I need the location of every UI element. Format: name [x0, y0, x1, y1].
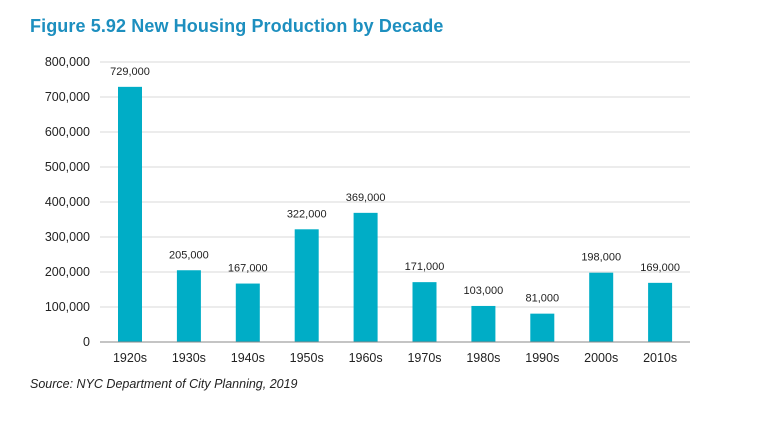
x-tick-label-1920s: 1920s — [113, 351, 147, 365]
x-tick-label-2000s: 2000s — [584, 351, 618, 365]
bar-2000s — [589, 272, 614, 342]
bars — [118, 86, 673, 342]
x-tick-label-2010s: 2010s — [643, 351, 677, 365]
x-tick-label-1940s: 1940s — [231, 351, 265, 365]
data-label-1940s: 167,000 — [228, 263, 268, 275]
data-label-2000s: 198,000 — [581, 252, 621, 264]
x-tick-label-1930s: 1930s — [172, 351, 206, 365]
chart-title: Figure 5.92 New Housing Production by De… — [30, 16, 444, 36]
y-tick-label: 0 — [83, 335, 90, 349]
data-label-1920s: 729,000 — [110, 66, 150, 78]
data-label-1990s: 81,000 — [525, 293, 559, 305]
x-tick-label-1990s: 1990s — [525, 351, 559, 365]
bar-1980s — [471, 305, 496, 342]
x-axis-tick-labels: 1920s 1930s 1940s 1950s 1960s 1970s 1980s 1990s… — [113, 351, 677, 365]
y-tick-label: 300,000 — [45, 230, 90, 244]
data-label-2010s: 169,000 — [640, 262, 680, 274]
y-tick-label: 500,000 — [45, 160, 90, 174]
bar-1920s — [118, 86, 142, 342]
source-note: Source: NYC Department of City Planning,… — [30, 377, 298, 391]
data-label-1960s: 369,000 — [346, 192, 386, 204]
data-label-1930s: 205,000 — [169, 249, 209, 261]
data-label-1980s: 103,000 — [464, 285, 504, 297]
y-tick-label: 200,000 — [45, 265, 90, 279]
x-tick-label-1980s: 1980s — [466, 351, 500, 365]
data-label-1970s: 171,000 — [405, 261, 445, 273]
y-tick-label: 100,000 — [45, 300, 90, 314]
x-tick-label-1960s: 1960s — [349, 351, 383, 365]
bar-1930s — [176, 270, 201, 342]
bar-1990s — [530, 313, 555, 342]
y-tick-label: 600,000 — [45, 125, 90, 139]
data-label-1950s: 322,000 — [287, 208, 327, 220]
bar-1940s — [235, 283, 260, 342]
bar-1950s — [294, 229, 319, 342]
y-tick-label: 800,000 — [45, 55, 90, 69]
bar-1960s — [353, 212, 378, 342]
data-labels: 729,000 205,000 167,000 322,000 369,000 171,0… — [110, 66, 680, 305]
bar-1970s — [412, 282, 437, 342]
x-tick-label-1950s: 1950s — [290, 351, 324, 365]
y-axis-tick-labels: 0 100,000 200,000 300,000 400,000 500,000 600,… — [45, 55, 90, 349]
y-tick-label: 400,000 — [45, 195, 90, 209]
bar-2010s — [648, 282, 673, 342]
y-tick-label: 700,000 — [45, 90, 90, 104]
gridlines — [100, 61, 690, 308]
x-tick-label-1970s: 1970s — [407, 351, 441, 365]
